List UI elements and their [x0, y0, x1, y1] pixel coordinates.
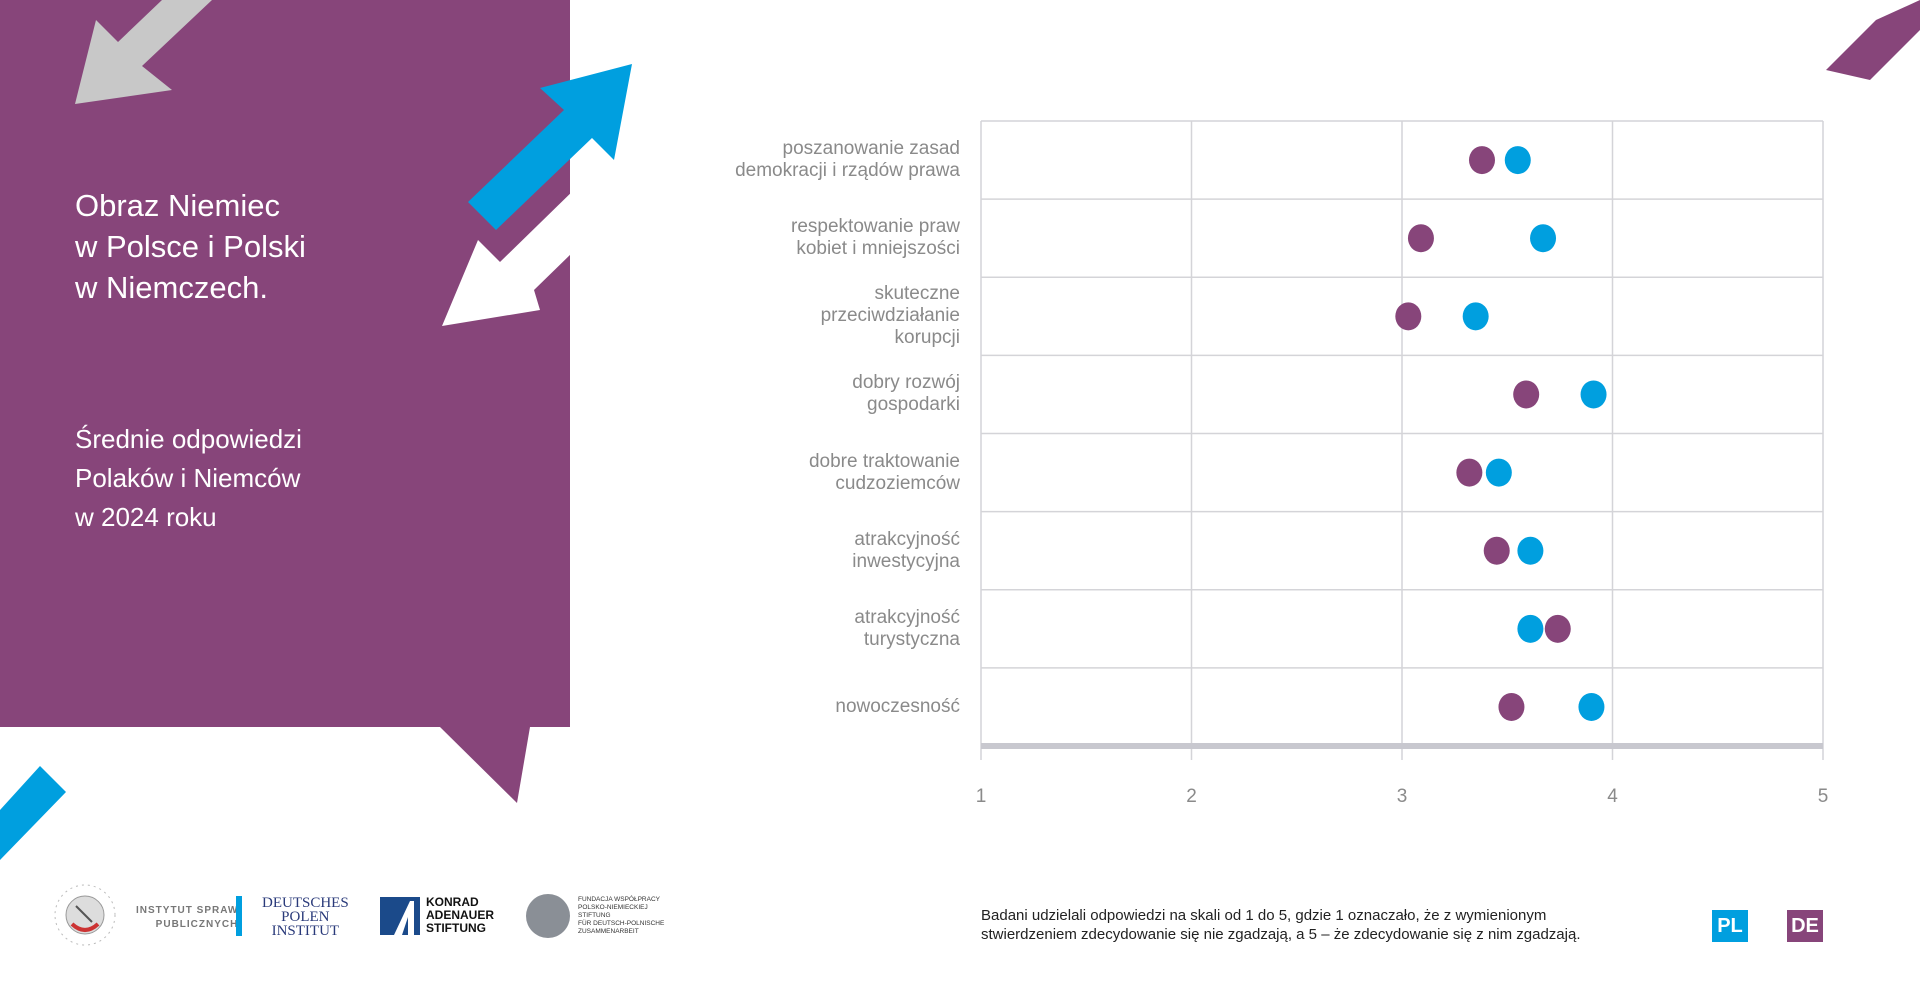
dot-de	[1468, 146, 1495, 175]
legend-pl: PL	[1712, 910, 1748, 942]
category-label: poszanowanie zasad demokracji i rządów p…	[735, 138, 960, 182]
dot-pl	[1517, 536, 1544, 565]
dot-de	[1498, 692, 1525, 721]
dot-de	[1513, 380, 1540, 409]
corner-bar-purple	[1826, 0, 1920, 80]
fwpn-logo: FUNDACJA WSPÓŁPRACY POLSKO-NIEMIECKIEJ S…	[578, 896, 665, 935]
dot-pl	[1517, 614, 1544, 643]
kas-logo: KONRAD ADENAUER STIFTUNG	[426, 895, 495, 935]
barometr-logo	[52, 882, 118, 953]
legend-de: DE	[1787, 910, 1823, 942]
page-subtitle: Średnie odpowiedzi Polaków i Niemców w 2…	[75, 424, 302, 532]
dot-de	[1407, 224, 1434, 253]
category-label: atrakcyjność inwestycyjna	[852, 528, 960, 572]
isp-logo: INSTYTUT SPRAW PUBLICZNYCH	[136, 905, 239, 930]
corner-bar-blue	[0, 766, 66, 860]
arrow-down-left-gray-icon	[75, 0, 212, 104]
arrow-down-left-white-icon	[442, 184, 612, 326]
dot-pl	[1504, 146, 1531, 175]
purple-panel	[0, 0, 570, 727]
category-label: respektowanie praw kobiet i mniejszości	[791, 216, 960, 260]
x-tick-label: 5	[1817, 786, 1829, 807]
category-label: dobry rozwój gospodarki	[852, 372, 960, 416]
category-label: atrakcyjność turystyczna	[854, 606, 960, 650]
fwpn-logo-mark	[526, 894, 570, 938]
dot-pl	[1530, 224, 1557, 253]
dot-pl	[1485, 458, 1512, 487]
x-tick-label: 2	[1186, 786, 1197, 807]
scale-note: Badani udzielali odpowiedzi na skali od …	[981, 907, 1581, 943]
page-title: Obraz Niemiec w Polsce i Polski w Niemcz…	[75, 188, 306, 305]
isp-logo-bar	[236, 896, 242, 936]
x-tick-label: 4	[1607, 786, 1618, 807]
dpi-logo: DEUTSCHES POLEN INSTITUT	[262, 895, 349, 939]
dot-de	[1456, 458, 1483, 487]
dot-pl	[1462, 302, 1489, 331]
dot-de	[1544, 614, 1571, 643]
category-label: skuteczne przeciwdziałanie korupcji	[820, 283, 960, 349]
category-label: nowoczesność	[835, 695, 960, 717]
x-tick-label: 1	[975, 786, 987, 807]
dot-pl	[1580, 380, 1607, 409]
category-label: dobre traktowanie cudzoziemców	[808, 450, 960, 494]
x-tick-label: 3	[1396, 786, 1408, 807]
arrow-up-right-blue-icon	[468, 64, 632, 230]
dot-pl	[1578, 692, 1605, 721]
dot-de	[1483, 536, 1510, 565]
kas-logo-mark	[380, 897, 420, 935]
dot-de	[1395, 302, 1422, 331]
speech-tail	[440, 727, 530, 803]
